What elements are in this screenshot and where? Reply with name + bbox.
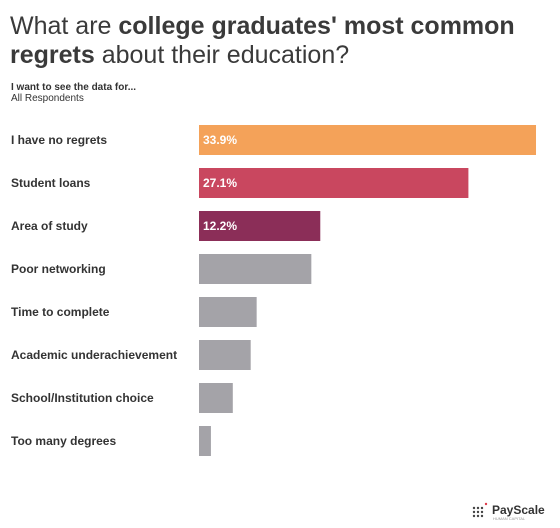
- category-label: I have no regrets: [11, 133, 107, 147]
- title-part2: about their education?: [94, 41, 350, 69]
- category-label: Area of study: [11, 219, 88, 233]
- bar[interactable]: [199, 426, 211, 456]
- bar[interactable]: [199, 254, 312, 284]
- bar[interactable]: [199, 297, 257, 327]
- logo-tagline: HUMAN CAPITAL: [493, 516, 526, 521]
- category-label: Poor networking: [11, 262, 106, 276]
- bar-value-label: 33.9%: [203, 133, 237, 147]
- bar[interactable]: [199, 383, 233, 413]
- bar[interactable]: [199, 125, 537, 155]
- payscale-logo: PayScale HUMAN CAPITAL: [472, 502, 545, 521]
- bar-chart: I have no regrets 33.9% Student loans 27.1%…: [11, 125, 537, 456]
- category-label: Time to complete: [11, 305, 110, 319]
- bar-value-label: 12.2%: [203, 219, 237, 233]
- filter-label: I want to see the data for...: [11, 82, 137, 93]
- title-part1: What are: [10, 12, 119, 40]
- logo-name: PayScale: [492, 503, 545, 517]
- bar[interactable]: [199, 340, 251, 370]
- respondent-filter-select[interactable]: All Respondents: [11, 93, 84, 104]
- category-label: Too many degrees: [11, 434, 116, 448]
- bar-value-label: 27.1%: [203, 176, 237, 190]
- category-label: School/Institution choice: [11, 391, 154, 405]
- title-bold1: college graduates' most common: [118, 12, 515, 40]
- category-label: Student loans: [11, 176, 91, 190]
- category-label: Academic underachievement: [11, 348, 177, 362]
- bar[interactable]: [199, 211, 321, 241]
- chart-title: What are college graduates' most common r…: [10, 12, 550, 70]
- bar[interactable]: [199, 168, 469, 198]
- title-bold2: regrets: [10, 41, 95, 69]
